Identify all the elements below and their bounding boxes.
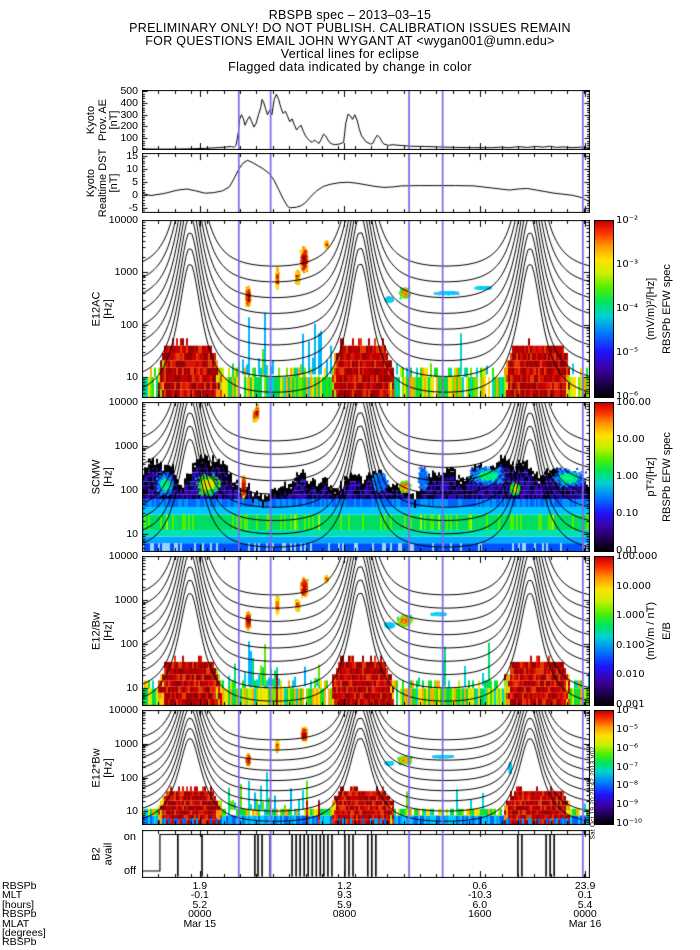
- ephemeris-column: 1.9 -0.1 5.2 0000 Mar 15: [183, 880, 217, 930]
- e12xbw-colorbar-tick: 10⁻¹⁰: [616, 818, 643, 829]
- e12xbw-colorbar: [594, 710, 614, 825]
- e12xbw-plot: [142, 710, 590, 825]
- scmw-ytick: 100: [120, 484, 138, 497]
- kyoto-dst-ytick: 0: [132, 188, 138, 201]
- kyoto-dst-ytick: -5: [128, 201, 138, 214]
- e12bw-ratio-colorbar-tick: 100.000: [616, 551, 658, 562]
- page-title: RBSPB spec – 2013–03–15: [268, 8, 432, 22]
- kyoto-ae-ytick: 300: [120, 108, 138, 121]
- e12xbw-colorbar-tick: 10⁻⁴: [616, 705, 639, 716]
- e12bw-ratio-ytick: 1000: [114, 594, 138, 607]
- kyoto-ae-ytick: 400: [120, 96, 138, 109]
- contact-line: FOR QUESTIONS EMAIL JOHN WYGANT AT <wyga…: [145, 34, 555, 48]
- scmw-colorbar-tick: 1.00: [616, 471, 639, 482]
- e12ac-ytick: 1000: [114, 266, 138, 279]
- e12bw-ratio-colorbar-unit: (mV/m / nT) E/B: [645, 601, 673, 661]
- e12xbw-colorbar-tick: 10⁻⁵: [616, 723, 639, 735]
- e12ac-colorbar-unit: (mV/m)²/[Hz] RBSPb EFW spec: [645, 264, 673, 354]
- e12ac-ytick: 100: [120, 318, 138, 331]
- b2-avail-ylabel: B2 avail: [90, 842, 115, 866]
- kyoto-dst-plot: [142, 153, 590, 213]
- e12bw-ratio-colorbar-tick: 10.000: [616, 580, 651, 592]
- ephemeris-column: 1.2 9.3 5.9 0800: [332, 880, 357, 921]
- e12ac-colorbar-tick: 10⁻⁵: [616, 347, 639, 358]
- e12ac-plot: [142, 220, 590, 398]
- kyoto-ae-plot: [142, 90, 590, 150]
- scmw-colorbar-tick: 0.10: [616, 508, 639, 519]
- scmw-ytick: 1000: [114, 440, 138, 453]
- e12xbw-ytick: 100: [120, 771, 138, 784]
- e12bw-ratio-ytick: 10: [126, 682, 138, 695]
- scmw-colorbar-tick: 10.00: [616, 434, 645, 445]
- e12bw-ratio-plot: [142, 556, 590, 706]
- ephemeris-column: 0.6 -10.3 6.0 1600: [467, 880, 492, 921]
- e12xbw-colorbar-tick: 10⁻⁷: [616, 761, 639, 773]
- e12xbw-ytick: 10000: [108, 704, 138, 716]
- e12bw-ratio-colorbar-tick: 0.001: [616, 699, 645, 710]
- scmw-colorbar-unit: pT²/[Hz] RBSPb EFW spec: [645, 432, 673, 522]
- e12xbw-ytick: 10: [126, 805, 138, 818]
- e12ac-colorbar-tick: 10⁻⁶: [616, 391, 639, 402]
- kyoto-ae-ytick: 200: [120, 120, 138, 133]
- e12bw-ratio-colorbar-tick: 1.000: [616, 610, 645, 622]
- e12bw-ratio-ytick: 10000: [108, 550, 138, 562]
- eclipse-note: Vertical lines for eclipse: [280, 47, 420, 61]
- e12ac-ytick: 10: [126, 371, 138, 384]
- kyoto-ae-ytick: 100: [120, 132, 138, 145]
- scmw-ytick: 10: [126, 528, 138, 541]
- e12bw-ratio-colorbar-tick: 0.010: [616, 669, 645, 681]
- kyoto-ae-ytick: 500: [120, 85, 138, 98]
- kyoto-dst-ytick: 5: [132, 175, 138, 188]
- scmw-colorbar-tick: 0.01: [616, 545, 639, 556]
- e12ac-colorbar-tick: 10⁻²: [616, 215, 639, 226]
- e12ac-ytick: 10000: [108, 214, 138, 226]
- scmw-colorbar: [594, 402, 614, 552]
- e12xbw-colorbar-tick: 10⁻⁶: [616, 742, 639, 754]
- e12ac-colorbar: [594, 220, 614, 398]
- kyoto-dst-ytick: 15: [126, 149, 138, 162]
- e12ac-colorbar-tick: 10⁻⁴: [616, 303, 639, 314]
- creation-timestamp: Sat Oct 19 20:28:42 2013 V02: [589, 746, 597, 840]
- kyoto-dst-ytick: 10: [126, 162, 138, 175]
- kyoto-ae-ytick: 0: [132, 144, 138, 156]
- ephemeris-column: 23.9 0.1 5.4 0000 Mar 16: [568, 880, 602, 930]
- e12xbw-colorbar-tick: 10⁻⁸: [616, 780, 639, 792]
- ephemeris-left-labels: RBSPb MLT [hours] RBSPb MLAT [degrees] R…: [2, 880, 46, 949]
- b2-avail-plot: [142, 830, 590, 878]
- scmw-colorbar-tick: 100.00: [616, 397, 651, 408]
- b2-avail-off-label: off: [123, 865, 136, 877]
- b2-avail-on-label: on: [123, 831, 136, 843]
- e12bw-ratio-ytick: 100: [120, 638, 138, 651]
- flagged-data-note: Flagged data indicated by change in colo…: [228, 60, 472, 74]
- e12bw-ratio-colorbar-tick: 0.100: [616, 639, 645, 651]
- preliminary-warning: PRELIMINARY ONLY! DO NOT PUBLISH. CALIBR…: [129, 21, 571, 35]
- e12xbw-ytick: 1000: [114, 737, 138, 750]
- scmw-ytick: 10000: [108, 396, 138, 408]
- e12ac-colorbar-tick: 10⁻³: [616, 259, 639, 270]
- scmw-plot: [142, 402, 590, 552]
- e12bw-ratio-colorbar: [594, 556, 614, 706]
- e12xbw-colorbar-tick: 10⁻⁹: [616, 799, 639, 811]
